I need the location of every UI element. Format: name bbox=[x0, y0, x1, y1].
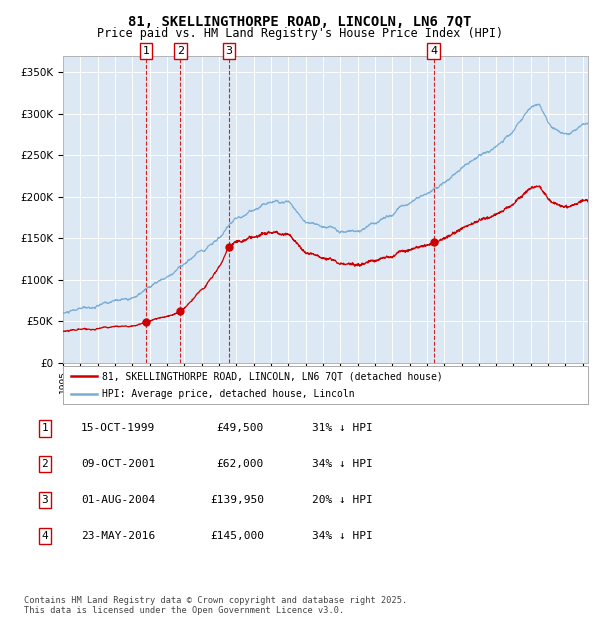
Text: 4: 4 bbox=[41, 531, 49, 541]
Text: 34% ↓ HPI: 34% ↓ HPI bbox=[312, 459, 373, 469]
Text: 31% ↓ HPI: 31% ↓ HPI bbox=[312, 423, 373, 433]
Text: 3: 3 bbox=[41, 495, 49, 505]
Text: Price paid vs. HM Land Registry's House Price Index (HPI): Price paid vs. HM Land Registry's House … bbox=[97, 27, 503, 40]
Text: 81, SKELLINGTHORPE ROAD, LINCOLN, LN6 7QT: 81, SKELLINGTHORPE ROAD, LINCOLN, LN6 7Q… bbox=[128, 16, 472, 30]
Text: 3: 3 bbox=[226, 46, 232, 56]
Text: 01-AUG-2004: 01-AUG-2004 bbox=[81, 495, 155, 505]
Text: 23-MAY-2016: 23-MAY-2016 bbox=[81, 531, 155, 541]
Text: HPI: Average price, detached house, Lincoln: HPI: Average price, detached house, Linc… bbox=[103, 389, 355, 399]
Text: 15-OCT-1999: 15-OCT-1999 bbox=[81, 423, 155, 433]
Text: £62,000: £62,000 bbox=[217, 459, 264, 469]
Text: 4: 4 bbox=[430, 46, 437, 56]
Text: £145,000: £145,000 bbox=[210, 531, 264, 541]
Text: £139,950: £139,950 bbox=[210, 495, 264, 505]
Text: 81, SKELLINGTHORPE ROAD, LINCOLN, LN6 7QT (detached house): 81, SKELLINGTHORPE ROAD, LINCOLN, LN6 7Q… bbox=[103, 371, 443, 381]
Text: 34% ↓ HPI: 34% ↓ HPI bbox=[312, 531, 373, 541]
Text: 1: 1 bbox=[41, 423, 49, 433]
Text: 09-OCT-2001: 09-OCT-2001 bbox=[81, 459, 155, 469]
Text: Contains HM Land Registry data © Crown copyright and database right 2025.
This d: Contains HM Land Registry data © Crown c… bbox=[24, 596, 407, 615]
Text: 20% ↓ HPI: 20% ↓ HPI bbox=[312, 495, 373, 505]
Text: 2: 2 bbox=[177, 46, 184, 56]
Text: 1: 1 bbox=[142, 46, 149, 56]
Text: 2: 2 bbox=[41, 459, 49, 469]
Text: £49,500: £49,500 bbox=[217, 423, 264, 433]
